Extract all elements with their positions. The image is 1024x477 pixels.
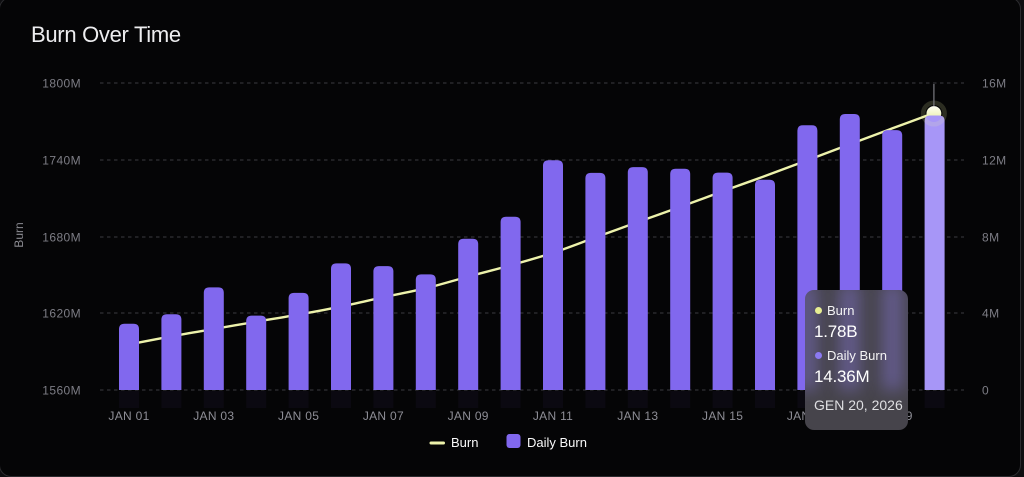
svg-text:JAN 13: JAN 13 <box>617 409 658 423</box>
svg-text:JAN 03: JAN 03 <box>193 409 234 423</box>
svg-text:12M: 12M <box>982 154 1007 168</box>
svg-text:Daily Burn: Daily Burn <box>527 435 587 450</box>
svg-text:1740M: 1740M <box>42 154 81 168</box>
svg-text:JAN 01: JAN 01 <box>108 409 149 423</box>
svg-text:Burn: Burn <box>451 435 478 450</box>
svg-text:JAN 09: JAN 09 <box>448 409 489 423</box>
svg-text:8M: 8M <box>982 231 999 245</box>
svg-text:1560M: 1560M <box>42 384 81 398</box>
svg-text:1680M: 1680M <box>42 231 81 245</box>
svg-text:JAN 05: JAN 05 <box>278 409 319 423</box>
svg-text:JAN 15: JAN 15 <box>702 409 743 423</box>
svg-text:Burn: Burn <box>12 222 26 247</box>
svg-text:4M: 4M <box>982 307 999 321</box>
svg-text:1620M: 1620M <box>42 307 81 321</box>
svg-text:JAN 11: JAN 11 <box>533 409 573 423</box>
svg-text:16M: 16M <box>982 77 1007 91</box>
svg-text:JAN 07: JAN 07 <box>363 409 404 423</box>
svg-text:1800M: 1800M <box>42 77 81 91</box>
svg-text:0: 0 <box>982 384 989 398</box>
